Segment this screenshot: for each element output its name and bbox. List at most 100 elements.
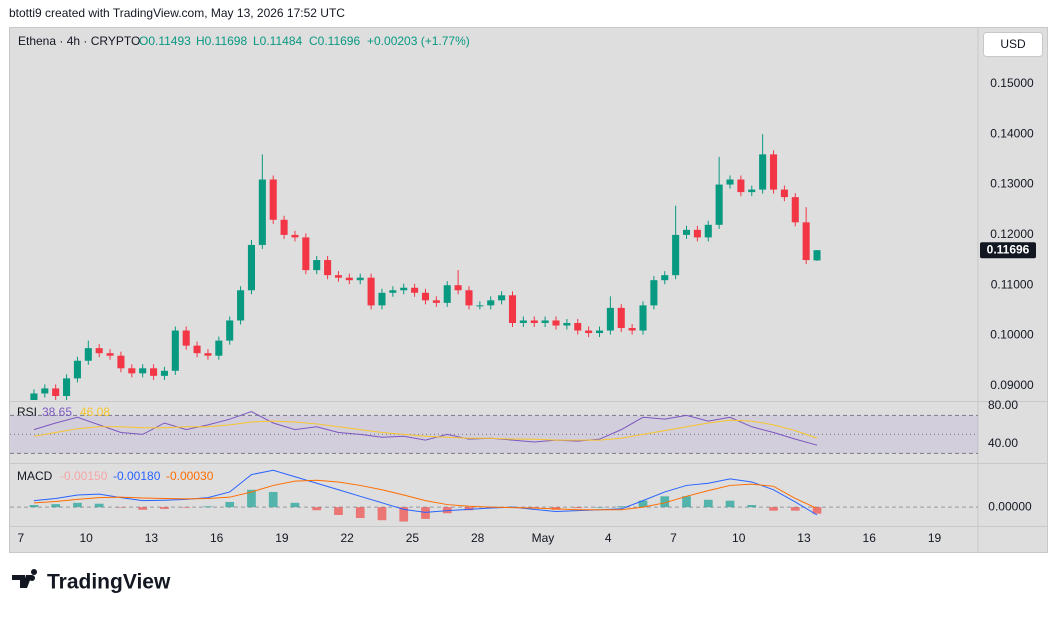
candle-body <box>182 330 190 346</box>
candle-body <box>541 320 549 323</box>
candle-body <box>356 277 364 281</box>
histogram-bar <box>29 505 39 508</box>
histogram-bar <box>225 501 235 508</box>
rsi-line <box>33 411 818 446</box>
histogram-bar <box>290 502 300 508</box>
candle-body <box>617 307 625 329</box>
candle-body <box>443 285 451 303</box>
histogram-bar <box>268 491 278 508</box>
candle-body <box>226 320 234 341</box>
candle-body <box>367 277 375 306</box>
histogram-bar <box>573 507 583 509</box>
candle-body <box>171 330 179 371</box>
macd-legend-value: -0.00150 <box>60 469 108 483</box>
histogram-bar <box>790 507 800 511</box>
x-tick-label: May <box>532 531 555 545</box>
candle-body <box>41 388 49 394</box>
x-tick-label: 19 <box>928 531 942 545</box>
y-tick-label: 40.00 <box>988 436 1018 450</box>
x-tick-label: 7 <box>18 531 25 545</box>
candle-body <box>280 219 288 235</box>
chart-panel <box>9 27 1048 553</box>
histogram-bar <box>160 507 169 509</box>
histogram-bar <box>51 504 61 508</box>
histogram-bar <box>355 507 365 519</box>
x-tick-label: 7 <box>670 531 677 545</box>
logo: TradingView <box>12 568 171 594</box>
candle-body <box>247 244 255 291</box>
candle-body <box>476 305 484 307</box>
candle-body <box>291 234 299 238</box>
legend-high: H0.11698 <box>196 34 247 48</box>
candle-body <box>302 237 310 271</box>
currency[interactable]: USD <box>1000 37 1026 51</box>
candle-body <box>628 328 636 331</box>
macd-legend-value: -0.00030 <box>166 469 214 483</box>
x-tick-label: 10 <box>79 531 93 545</box>
legend-open: O0.11493 <box>139 34 191 48</box>
candle-body <box>769 154 778 190</box>
candle-body <box>813 250 821 261</box>
histogram-bar <box>399 507 409 522</box>
candle-body <box>595 330 604 334</box>
candle-body <box>215 340 223 356</box>
candle-body <box>193 345 201 354</box>
macd-line <box>33 479 818 511</box>
candle-body <box>389 290 397 293</box>
histogram-bar <box>464 507 474 511</box>
author-line: btotti9 created with TradingView.com, Ma… <box>9 6 345 20</box>
candle-body <box>606 307 614 331</box>
macd-line <box>33 469 818 516</box>
histogram-bar <box>421 507 430 519</box>
currency-button[interactable] <box>983 32 1043 57</box>
macd-legend-value: -0.00180 <box>113 469 161 483</box>
candle-body <box>563 322 571 326</box>
histogram-bar <box>94 503 104 508</box>
y-tick-label: 0.10000 <box>990 328 1034 342</box>
y-tick-label: 0.11000 <box>991 277 1034 291</box>
candle-body <box>150 368 158 376</box>
x-tick-label: 10 <box>732 531 746 545</box>
candle-body <box>519 320 527 323</box>
x-tick-label: 19 <box>275 531 289 545</box>
histogram-bar <box>312 507 322 511</box>
candle-body <box>748 189 756 193</box>
histogram-bar <box>616 506 626 508</box>
candle-body <box>269 179 277 220</box>
macd-pane <box>29 469 822 522</box>
candle-body <box>345 277 353 281</box>
candle-body <box>780 189 788 198</box>
logo-icon <box>12 568 38 588</box>
candle-body <box>715 184 723 225</box>
candle-body <box>73 360 81 379</box>
histogram-bar <box>660 496 670 508</box>
candles <box>30 134 821 400</box>
candle-body <box>421 292 430 301</box>
candle-body <box>487 300 495 306</box>
x-tick-label: 13 <box>145 531 159 545</box>
candle-body <box>378 292 386 306</box>
histogram-bar <box>747 505 757 508</box>
x-tick-label: 25 <box>406 531 420 545</box>
x-tick-label: 16 <box>210 531 224 545</box>
x-tick-label: 16 <box>863 531 877 545</box>
candle-body <box>639 305 647 331</box>
logo-dot <box>29 575 35 581</box>
y-tick-label: 0.12000 <box>990 227 1034 241</box>
candle-body <box>791 197 799 223</box>
candle-body <box>759 154 767 190</box>
rsi-line <box>33 419 818 441</box>
candle-body <box>204 353 212 356</box>
macd-title: MACD <box>17 469 53 483</box>
candle-body <box>84 348 92 361</box>
candle-body <box>128 368 136 374</box>
candle-body <box>552 320 560 326</box>
y-tick-label: 80.00 <box>988 398 1018 412</box>
last-price-box <box>980 242 1036 259</box>
candle-body <box>508 295 517 323</box>
symbol: Ethena · 4h · CRYPTO <box>18 34 140 48</box>
x-tick-label: 28 <box>471 531 485 545</box>
candle-body <box>95 348 103 354</box>
